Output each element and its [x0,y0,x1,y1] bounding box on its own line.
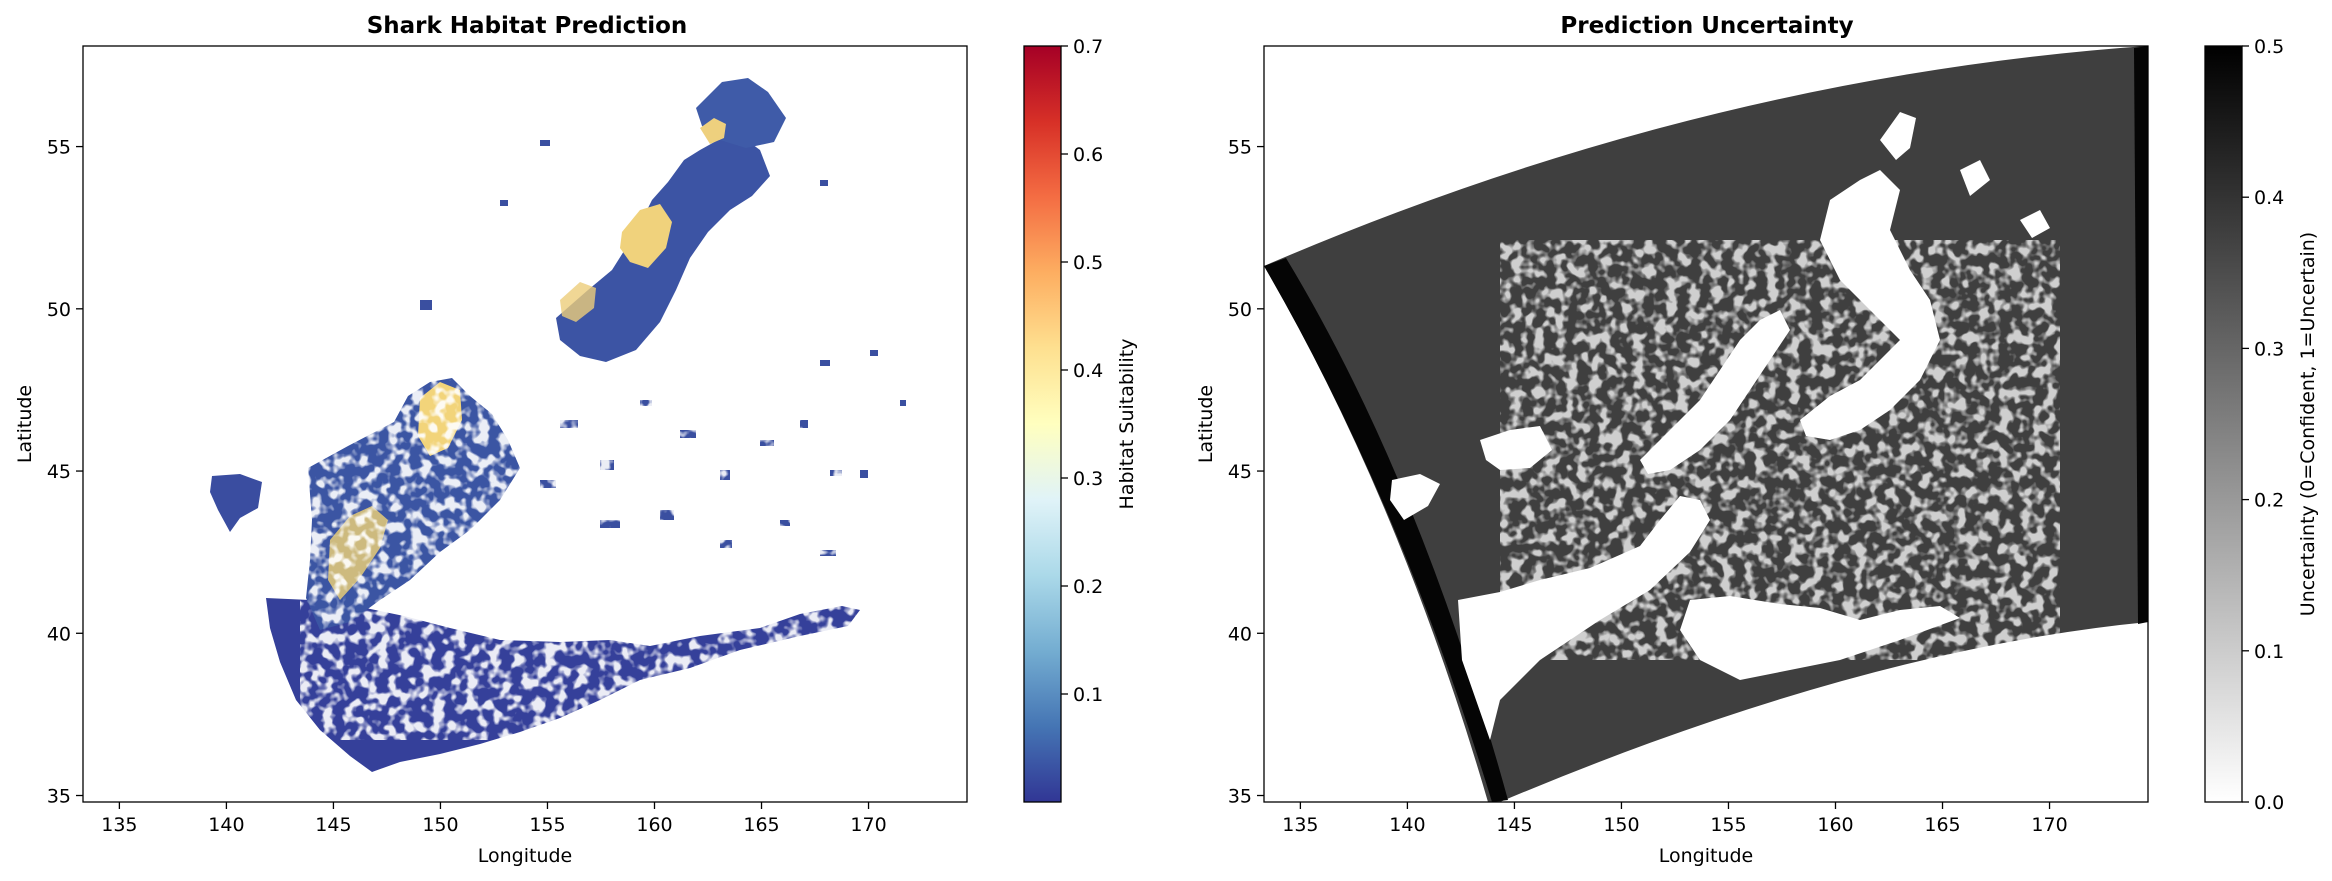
uncertainty-colorbar-label: Uncertainty (0=Confident, 1=Uncertain) [2297,232,2319,616]
habitat-region-west [210,474,262,532]
habitat-x-label: Longitude [478,845,573,867]
habitat-y-label: Latitude [14,385,36,463]
habitat-x-tick-label: 160 [636,814,672,836]
uncertainty-colorbar-tick-label: 0.2 [2254,490,2284,512]
habitat-x-tick-label: 155 [529,814,565,836]
uncertainty-colorbar [2205,46,2242,802]
habitat-map [210,78,906,772]
habitat-y-tick-label: 45 [47,461,71,483]
habitat-colorbar-ticks: 0.1 0.2 0.3 0.4 0.5 0.6 0.7 [1061,36,1103,706]
uncertainty-x-tick-label: 170 [2031,814,2067,836]
uncertainty-y-tick-label: 35 [1228,786,1252,808]
uncertainty-x-label: Longitude [1659,845,1754,867]
habitat-colorbar-tick-label: 0.5 [1073,252,1103,274]
uncertainty-colorbar-ticks: 0.0 0.1 0.2 0.3 0.4 0.5 [2242,36,2284,814]
habitat-colorbar-tick-label: 0.2 [1073,576,1103,598]
uncertainty-map [1264,46,2148,802]
uncertainty-title: Prediction Uncertainty [1560,13,1853,39]
uncertainty-y-tick-label: 50 [1228,299,1252,321]
habitat-colorbar-tick-label: 0.7 [1073,36,1103,58]
uncertainty-x-tick-label: 135 [1282,814,1318,836]
habitat-x-tick-label: 165 [743,814,779,836]
uncertainty-y-tick-label: 40 [1228,623,1252,645]
habitat-x-tick-label: 150 [422,814,458,836]
uncertainty-colorbar-tick-label: 0.5 [2254,36,2284,58]
uncertainty-x-tick-label: 150 [1603,814,1639,836]
habitat-y-tick-label: 55 [47,137,71,159]
uncertainty-y-tick-label: 45 [1228,461,1252,483]
habitat-y-tick-label: 35 [47,786,71,808]
habitat-x-ticks: 135 140 145 150 155 160 165 170 [101,802,886,836]
uncertainty-colorbar-tick-label: 0.1 [2254,641,2284,663]
habitat-y-tick-label: 50 [47,299,71,321]
habitat-y-ticks: 35 40 45 50 55 [47,137,83,808]
habitat-x-tick-label: 140 [208,814,244,836]
uncertainty-x-tick-label: 165 [1924,814,1960,836]
uncertainty-x-tick-label: 155 [1710,814,1746,836]
habitat-colorbar [1024,46,1061,802]
habitat-y-tick-label: 40 [47,623,71,645]
habitat-colorbar-label: Habitat Suitability [1116,339,1138,510]
uncertainty-y-tick-label: 55 [1228,137,1252,159]
uncertainty-colorbar-tick-label: 0.0 [2254,792,2284,814]
habitat-colorbar-tick-label: 0.6 [1073,144,1103,166]
uncertainty-x-ticks: 135 140 145 150 155 160 165 170 [1282,802,2067,836]
habitat-cloud-mask [300,380,860,740]
habitat-colorbar-tick-label: 0.4 [1073,360,1103,382]
uncertainty-colorbar-tick-label: 0.4 [2254,187,2284,209]
uncertainty-y-ticks: 35 40 45 50 55 [1228,137,1264,808]
uncertainty-y-label: Latitude [1195,385,1217,463]
habitat-x-tick-label: 170 [850,814,886,836]
habitat-x-tick-label: 135 [101,814,137,836]
uncertainty-x-tick-label: 160 [1817,814,1853,836]
uncertainty-x-tick-label: 145 [1496,814,1532,836]
uncertainty-x-tick-label: 140 [1389,814,1425,836]
uncertainty-colorbar-tick-label: 0.3 [2254,338,2284,360]
uncertainty-panel: Prediction Uncertainty 135 140 145 150 155 16… [1195,13,2319,867]
habitat-x-tick-label: 145 [315,814,351,836]
habitat-colorbar-tick-label: 0.3 [1073,468,1103,490]
habitat-title: Shark Habitat Prediction [367,13,688,39]
habitat-panel: Shark Habitat Prediction [14,13,1138,867]
habitat-colorbar-tick-label: 0.1 [1073,684,1103,706]
uncertainty-cloud-speckle [1500,240,2060,660]
